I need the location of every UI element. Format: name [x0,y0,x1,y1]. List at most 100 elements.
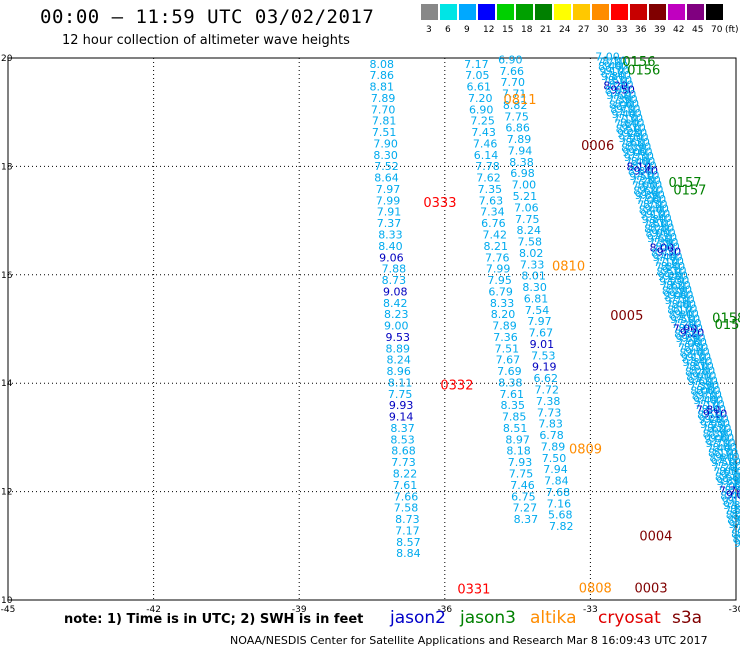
wave-height-value: 7.76 [485,251,510,264]
wave-height-value: 7.83 [538,418,563,431]
dense-track-value: 9.80 [682,356,707,369]
wave-height-value: 7.58 [517,236,542,249]
pass-number-label[interactable]: 0810 [552,259,585,274]
wave-height-value: 6.90 [498,53,523,66]
dense-track-value: 8.20 [707,422,732,435]
dense-track-value: 8.80 [609,79,634,92]
dense-track-value: 9.20 [720,470,740,483]
dense-track-value: 7.00 [636,194,661,207]
dense-track-value: 7.90 [695,379,720,392]
dense-track-value: 7.60 [701,423,726,436]
color-swatch [516,4,533,20]
wave-height-value: 9.93 [389,399,414,412]
color-scale-label: 15 [502,25,514,35]
pass-number-label[interactable]: 0003 [635,581,668,596]
wave-height-value: 7.16 [547,497,572,510]
dense-track-value: 9.70 [727,494,740,507]
wave-height-value: 8.30 [373,149,398,162]
dense-track-value: 9.00 [685,346,710,359]
wave-height-value: 7.69 [497,365,522,378]
dense-track-value: 8.90 [646,227,671,240]
pass-number-label[interactable]: 0156 [622,55,655,70]
wave-height-value: 6.78 [539,429,564,442]
color-scale-label: 27 [578,25,590,35]
pass-number-label[interactable]: 0811 [503,93,536,108]
wave-height-value: 7.73 [537,406,562,419]
pass-number-label[interactable]: 0005 [610,309,643,324]
dense-track-value: 9.80 [723,499,740,512]
dense-track-value: 8.80 [628,165,653,178]
dense-track-value: 7.70 [597,55,622,68]
pass-number-label[interactable]: 0332 [440,379,473,394]
map-frame [7,57,737,601]
wave-height-value: 8.53 [390,433,415,446]
pass-number-label[interactable]: 0156 [627,63,660,78]
dense-track-value: 7.50 [706,417,731,430]
wave-height-value: 7.89 [507,133,532,146]
dense-track-value: 8.20 [685,366,710,379]
dense-track-value: 9.80 [641,213,666,226]
dense-track-value: 9.70 [605,64,630,77]
dense-track-value: 8.50 [656,265,681,278]
dense-track-value: 9.80 [623,126,648,139]
color-scale-label: 24 [559,25,571,35]
dense-track-value: 7.80 [614,117,639,130]
pass-number-label[interactable]: 0006 [581,139,614,154]
dense-track-value: 7.50 [665,274,690,287]
dense-track-value: 7.70 [659,255,684,268]
dense-track-value: 9.50 [711,456,736,469]
wave-height-value: 7.05 [465,69,490,82]
pass-number-label[interactable]: 0331 [457,582,490,597]
wave-height-value: 7.66 [394,490,419,503]
wave-height-value: 7.99 [376,194,401,207]
wave-height-value: 7.20 [468,92,493,105]
dense-track-value: 7.20 [671,318,696,331]
dense-track-value: 7.60 [642,193,667,206]
dense-track-value: 8.70 [673,303,698,316]
wave-height-value: 8.82 [503,99,528,112]
lon-tick-label: -42 [146,605,161,615]
satellite-legend-cryosat: cryosat [598,608,661,628]
wave-height-value: 7.75 [504,110,529,123]
wave-height-value: 7.97 [376,183,401,196]
dense-track-value: 8.00 [672,298,697,311]
dense-track-value: 8.90 [667,284,692,297]
pass-number-label[interactable]: 0158 [712,311,740,326]
dense-track-value: 8.80 [669,308,694,321]
dense-track-value: 7.50 [602,75,627,88]
dense-track-value: 7.90 [632,179,657,192]
lat-tick-label: 16 [1,271,13,281]
pass-number-label[interactable]: 0004 [639,529,672,544]
wave-height-value: 7.36 [493,331,518,344]
color-swatch [592,4,609,20]
lat-tick-label: 20 [1,54,13,64]
dense-track-value: 7.50 [724,504,740,517]
dense-track-value: 7.10 [676,312,701,325]
pass-number-label[interactable]: 0158 [715,318,740,333]
color-scale-label: 6 [445,25,451,35]
dense-track-value: 7.90 [713,466,738,479]
dense-track-value: 8.00 [631,155,656,168]
dense-track-value: 9.70 [665,294,690,307]
wave-height-value: 8.38 [498,376,523,389]
wave-height-value: 8.89 [385,342,410,355]
wave-height-value: 7.52 [374,160,399,173]
dense-track-value: 8.40 [720,490,740,503]
pass-number-label[interactable]: 0333 [423,196,456,211]
wave-height-value: 7.38 [536,395,561,408]
pass-number-label[interactable]: 0157 [668,176,701,191]
dense-track-value: 9.50 [733,513,740,526]
satellite-legend-altika: altika [530,608,577,628]
dense-track-value: 9.70 [687,350,712,363]
dense-track-value: 9.10 [599,65,624,78]
dense-track-value: 9.30 [697,389,722,402]
wave-height-value: 7.70 [371,103,396,116]
dense-track-value: 7.30 [629,150,654,163]
pass-number-label[interactable]: 0809 [569,443,602,458]
wave-height-value: 9.06 [379,251,404,264]
wave-height-value: 7.34 [480,206,505,219]
pass-number-label[interactable]: 0808 [579,581,612,596]
pass-number-label[interactable]: 0157 [673,184,706,199]
dense-track-value: 8.50 [697,408,722,421]
wave-height-value: 7.70 [500,76,525,89]
